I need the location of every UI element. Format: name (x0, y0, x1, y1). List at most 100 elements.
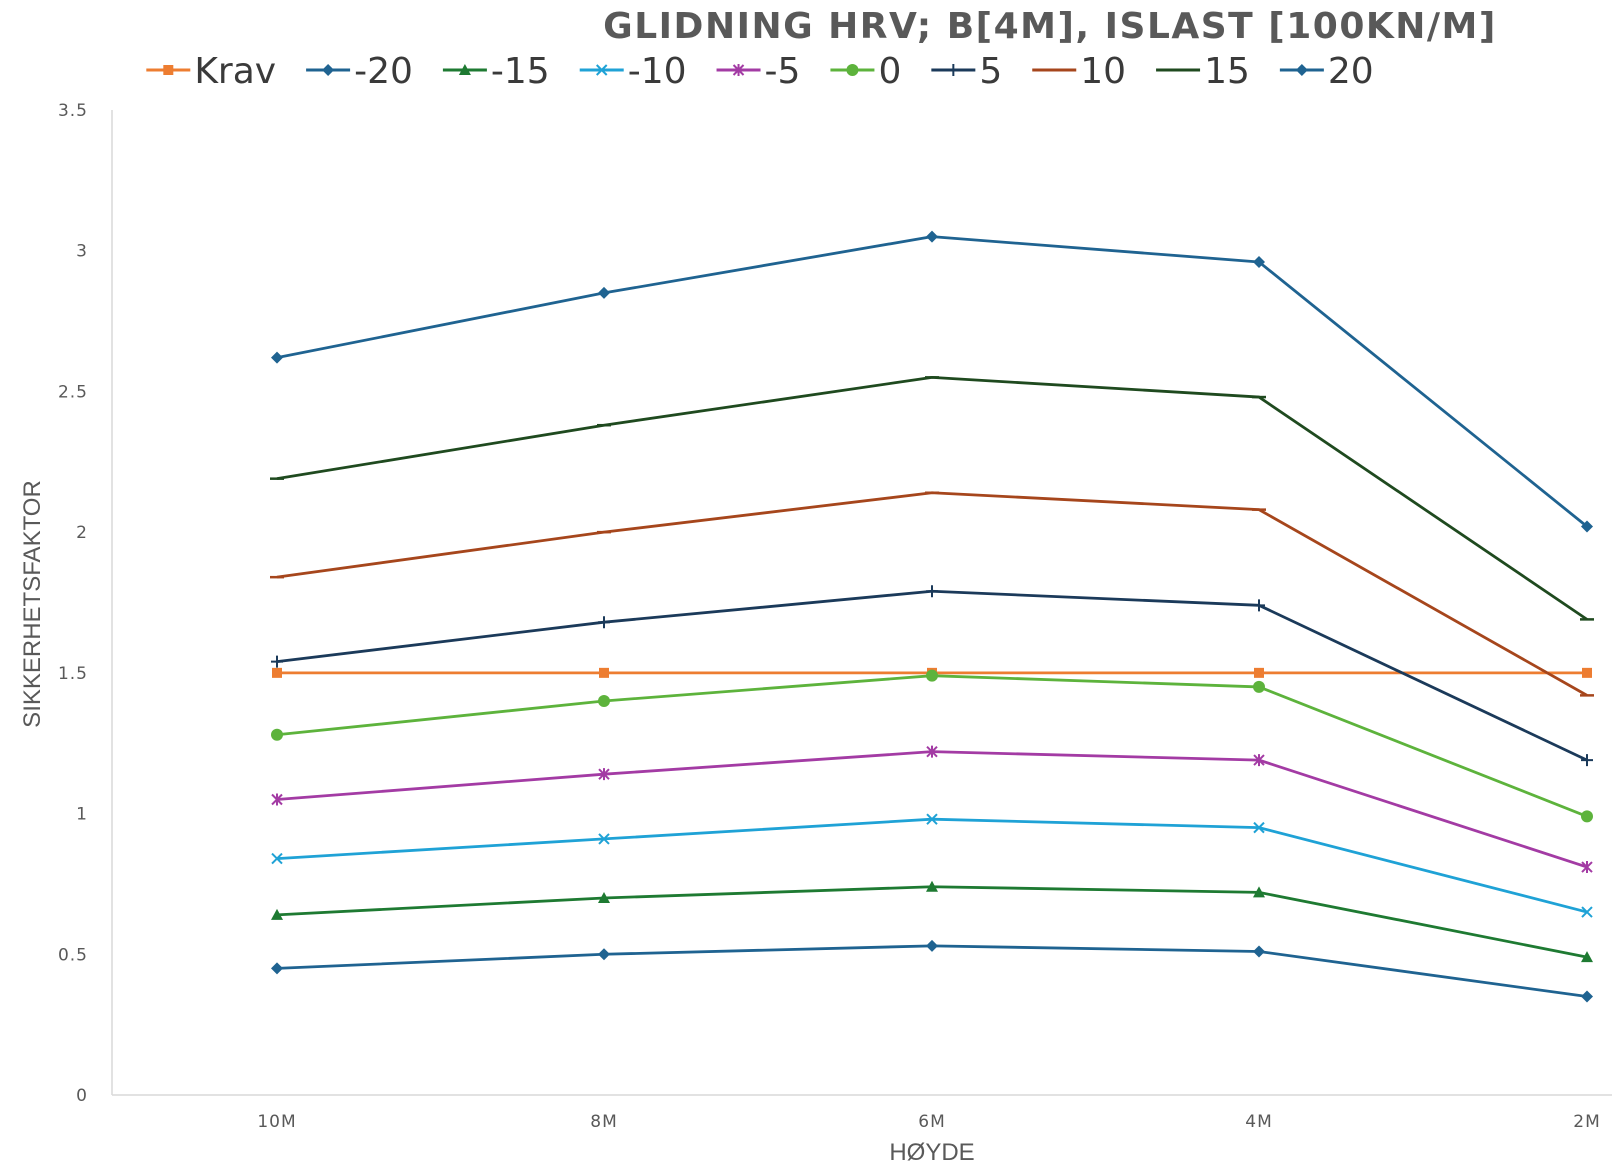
legend-item: 0 (830, 51, 901, 92)
legend-item: 15 (1156, 51, 1250, 92)
x-tick-label: 6M (918, 1112, 945, 1132)
y-tick-label: 1 (76, 805, 88, 825)
data-point (599, 667, 609, 678)
legend-item: 10 (1032, 51, 1126, 92)
data-point (1582, 667, 1592, 678)
legend-label: 5 (979, 51, 1002, 92)
x-tick-label: 8M (590, 1112, 617, 1132)
data-point (271, 962, 283, 975)
y-tick-label: 0 (76, 1086, 88, 1106)
y-tick-label: 2.5 (58, 382, 88, 402)
data-point (1253, 886, 1265, 898)
legend-label: 0 (878, 51, 901, 92)
data-point (1581, 906, 1593, 918)
data-point (926, 813, 938, 825)
legend-swatch-marker (596, 64, 608, 76)
legend-item: -20 (306, 51, 413, 92)
legend-item: -15 (442, 51, 550, 92)
data-point (926, 745, 938, 758)
data-point (1581, 990, 1593, 1003)
legend-item: -5 (716, 51, 801, 92)
data-point (1254, 667, 1264, 678)
data-point (926, 939, 938, 952)
legend-swatch-marker (846, 64, 859, 76)
legend-swatch-marker (322, 64, 335, 76)
legend-label: 10 (1080, 51, 1126, 92)
legend-item: 5 (931, 51, 1002, 92)
data-point (271, 728, 283, 741)
legend-label: -20 (354, 51, 413, 92)
x-tick-label: 4M (1245, 1112, 1272, 1132)
legend-item: -10 (579, 51, 687, 92)
data-point (598, 892, 610, 903)
data-point (598, 286, 610, 299)
data-point (598, 616, 610, 629)
data-point (1581, 810, 1593, 823)
legend-swatch-marker (947, 64, 960, 76)
data-point (1581, 861, 1593, 874)
x-tick-label: 10M (257, 1112, 296, 1132)
legend-swatch-marker (1295, 64, 1308, 76)
data-point (271, 351, 283, 364)
y-axis-ticks: 0 0.5 1 1.5 2 2.5 3 3.5 (58, 101, 88, 1106)
legend-label: -5 (765, 51, 801, 92)
data-point (1581, 520, 1593, 533)
y-tick-label: 1.5 (58, 664, 88, 684)
y-axis-label: SIKKERHETSFAKTOR (19, 480, 46, 728)
series-layer (270, 230, 1594, 1003)
series--10 (271, 813, 1593, 918)
series-15 (270, 375, 1594, 621)
y-tick-label: 2 (76, 523, 88, 543)
data-point (926, 669, 938, 682)
data-point (1581, 754, 1593, 767)
series-line (276, 750, 1588, 869)
data-point (272, 667, 282, 678)
series-line (276, 817, 1588, 914)
legend-item: 20 (1279, 51, 1374, 92)
data-point (1253, 255, 1265, 268)
series-line (276, 944, 1588, 998)
x-tick-label: 2M (1573, 1112, 1600, 1132)
data-point (271, 852, 283, 865)
series-10 (270, 491, 1594, 697)
series-20 (271, 230, 1593, 533)
data-point (926, 585, 938, 598)
legend-swatch-marker (458, 64, 471, 75)
legend-label: 15 (1204, 51, 1250, 92)
legend: Krav -20 -15 -10 -5 0 5 10 15 20 (146, 51, 1374, 92)
x-axis-ticks: 10M 8M 6M 4M 2M (257, 1112, 1600, 1132)
legend-label: -15 (491, 51, 550, 92)
data-point (1253, 754, 1265, 767)
legend-swatch-marker (732, 64, 745, 76)
data-point (598, 948, 610, 961)
y-tick-label: 3.5 (58, 101, 88, 121)
legend-label: 20 (1328, 51, 1374, 92)
legend-label: Krav (194, 51, 276, 92)
series--5 (271, 745, 1593, 874)
series-5 (271, 585, 1593, 767)
data-point (1253, 680, 1265, 693)
data-point (1581, 951, 1593, 963)
data-point (1253, 821, 1265, 834)
data-point (926, 880, 938, 892)
data-point (926, 230, 938, 243)
y-tick-label: 3 (76, 242, 88, 262)
data-point (1253, 945, 1265, 958)
series--15 (271, 880, 1593, 963)
data-point (598, 695, 610, 707)
legend-label: -10 (628, 51, 687, 92)
legend-swatch-marker (163, 65, 174, 75)
legend-item: Krav (146, 51, 276, 92)
data-point (598, 768, 610, 781)
x-axis-label: HØYDE (889, 1139, 974, 1166)
chart-title: GLIDNING HRV; B[4M], ISLAST [100KN/M] (603, 6, 1497, 47)
series-line (276, 235, 1588, 528)
y-tick-label: 0.5 (58, 945, 88, 965)
data-point (1253, 599, 1265, 612)
axes (111, 110, 1612, 1096)
data-point (271, 655, 283, 668)
data-point (598, 833, 610, 845)
series-0 (271, 669, 1593, 823)
series--20 (271, 939, 1593, 1003)
